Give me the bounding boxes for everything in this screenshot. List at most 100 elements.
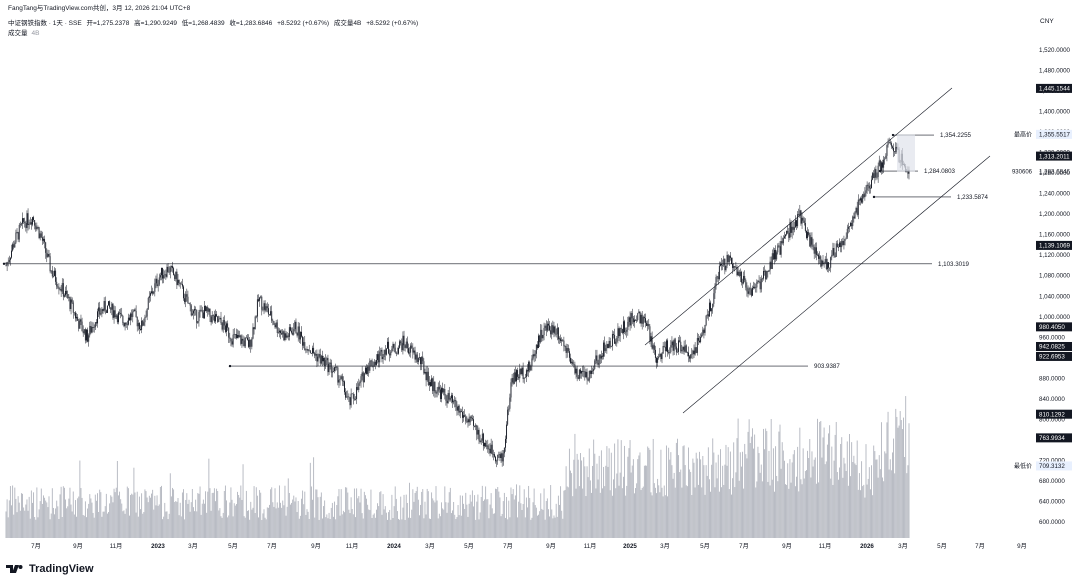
candle-body <box>743 275 745 284</box>
volume-legend-label: 成交量 <box>8 30 28 37</box>
volume-bar <box>454 514 456 538</box>
price-axis: 1,520.00001,480.00001,440.00001,400.0000… <box>1039 47 1071 526</box>
candle-body <box>424 372 426 374</box>
volume-bar <box>60 486 62 538</box>
candle-body <box>70 299 72 310</box>
candle-body <box>621 328 623 334</box>
candle-body <box>449 398 451 400</box>
line-anchor-point[interactable] <box>891 133 895 137</box>
candle-body <box>895 146 897 153</box>
volume-bar <box>532 502 534 538</box>
price-badge-label: 1,139.1069 <box>1039 243 1071 250</box>
symbol-label[interactable]: 中证钢铁指数 · 1天 · SSE <box>8 20 82 27</box>
volume-bar <box>712 438 714 538</box>
candle-body <box>406 341 408 349</box>
volume-bar <box>729 451 731 538</box>
volume-bar <box>849 434 850 538</box>
candle-body <box>346 396 348 398</box>
candle-body <box>584 371 586 378</box>
candle-body <box>263 303 265 310</box>
volume-bar <box>86 517 87 538</box>
volume-bar <box>767 481 769 538</box>
candle-body <box>490 444 492 454</box>
candle-body <box>303 342 305 346</box>
candle-body <box>195 309 197 310</box>
x-tick-label: 2023 <box>151 543 165 550</box>
candle-body <box>133 309 135 312</box>
volume-bar <box>307 511 309 538</box>
volume-bar <box>436 500 438 538</box>
line-anchor-point[interactable] <box>228 364 232 368</box>
candle-body <box>735 267 737 268</box>
candle-body <box>778 245 780 247</box>
volume-bar <box>710 491 711 538</box>
volume-bar <box>6 499 8 538</box>
volume-bar <box>487 499 489 538</box>
volume-bar <box>410 517 412 538</box>
volume-bar <box>162 519 164 538</box>
candle-body <box>460 410 462 412</box>
candle-body <box>884 158 886 160</box>
candle-body <box>574 364 576 374</box>
volume-bar <box>901 429 903 538</box>
volume-bar <box>295 497 297 538</box>
price-badge-tag: 最高价 <box>1014 131 1032 139</box>
volume-bar <box>837 479 839 538</box>
volume-bar <box>118 495 119 538</box>
candle-body <box>610 346 612 347</box>
volume-bar <box>44 497 46 538</box>
candle-body <box>868 185 870 189</box>
volume-bar <box>205 491 207 538</box>
candle-body <box>496 460 498 462</box>
volume-bar <box>392 518 394 538</box>
volume-bar <box>108 512 109 538</box>
volume-legend[interactable]: 成交量 4B <box>8 27 39 37</box>
candle-body <box>153 291 155 294</box>
volume-bar <box>544 519 546 538</box>
volume-bar <box>137 516 139 538</box>
line-anchor-point[interactable] <box>878 169 882 173</box>
volume-bar <box>121 503 123 538</box>
candle-body <box>387 341 388 349</box>
volume-bar <box>427 491 429 538</box>
volume-bar <box>169 473 171 538</box>
candle-body <box>121 314 123 316</box>
volume-bar <box>52 507 54 538</box>
candle-body <box>605 348 607 351</box>
volume-bar <box>459 495 461 538</box>
candle-body <box>588 370 590 381</box>
volume-bar <box>299 515 301 538</box>
candle-body <box>198 312 200 322</box>
x-tick-label: 11月 <box>584 543 597 550</box>
volume-bar <box>783 460 785 538</box>
volume-bar <box>662 496 664 538</box>
line-anchor-point[interactable] <box>2 262 6 265</box>
candle-body <box>213 315 215 322</box>
volume-bar <box>215 501 216 538</box>
candle-body <box>813 246 815 254</box>
volume-bar <box>154 495 156 538</box>
volume-bar <box>132 494 134 538</box>
x-tick-label: 7月 <box>503 543 513 550</box>
candle-body <box>219 317 221 320</box>
candle-body <box>729 255 731 259</box>
volume-bar <box>567 487 569 538</box>
candle-body <box>409 352 410 354</box>
volume-bar <box>791 462 793 538</box>
candle-body <box>548 323 549 326</box>
candle-body <box>514 372 516 382</box>
candle-body <box>541 329 543 339</box>
tradingview-brand[interactable]: TradingView <box>6 563 94 575</box>
candle-body <box>251 338 253 347</box>
candle-body <box>673 339 675 351</box>
volume-bar <box>460 515 462 538</box>
line-anchor-point[interactable] <box>872 195 876 199</box>
volume-bar <box>380 491 382 538</box>
candle-body <box>34 220 36 226</box>
volume-bar <box>669 459 671 538</box>
volume-bar <box>438 513 440 538</box>
volume-bar <box>348 509 350 538</box>
volume-bar <box>412 489 414 538</box>
candle-body <box>562 339 564 341</box>
